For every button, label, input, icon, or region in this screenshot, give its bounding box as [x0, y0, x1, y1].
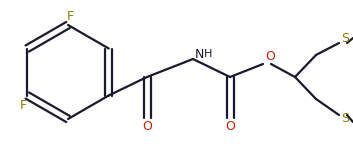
Text: H: H — [204, 49, 213, 59]
Text: O: O — [265, 51, 275, 63]
Text: S: S — [341, 32, 349, 46]
Text: S: S — [341, 112, 349, 125]
Text: O: O — [142, 119, 152, 132]
Text: N: N — [195, 47, 204, 61]
Text: F: F — [66, 10, 73, 24]
Text: F: F — [20, 99, 27, 112]
Text: O: O — [225, 119, 235, 132]
